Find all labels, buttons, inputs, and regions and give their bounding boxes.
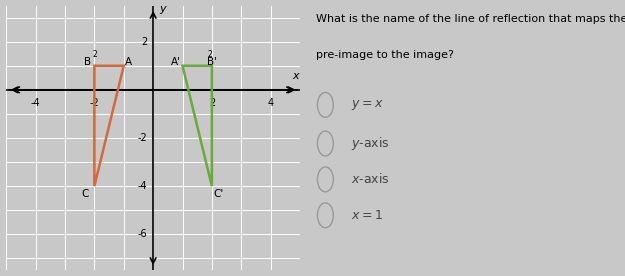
Text: 2: 2 (208, 50, 212, 59)
Text: -4: -4 (138, 181, 148, 191)
Text: A: A (125, 57, 132, 67)
Text: B': B' (208, 57, 217, 67)
Text: -2: -2 (89, 98, 99, 108)
Text: -2: -2 (138, 133, 148, 143)
Text: A': A' (171, 57, 181, 67)
Text: $y$-axis: $y$-axis (351, 135, 389, 152)
Text: -6: -6 (138, 229, 148, 239)
Text: C': C' (213, 189, 224, 199)
Text: 4: 4 (268, 98, 274, 108)
Text: B: B (84, 57, 91, 67)
Text: $x = 1$: $x = 1$ (351, 209, 382, 222)
Text: 2: 2 (141, 37, 148, 47)
Text: C: C (81, 189, 89, 199)
Text: y: y (159, 4, 166, 14)
Text: $y = x$: $y = x$ (351, 98, 383, 112)
Text: What is the name of the line of reflection that maps the: What is the name of the line of reflecti… (316, 14, 625, 24)
Text: 2: 2 (93, 50, 98, 59)
Text: x: x (292, 71, 299, 81)
Text: $x$-axis: $x$-axis (351, 172, 389, 186)
Text: 2: 2 (209, 98, 215, 108)
Text: -4: -4 (31, 98, 41, 108)
Text: pre-image to the image?: pre-image to the image? (316, 50, 454, 60)
